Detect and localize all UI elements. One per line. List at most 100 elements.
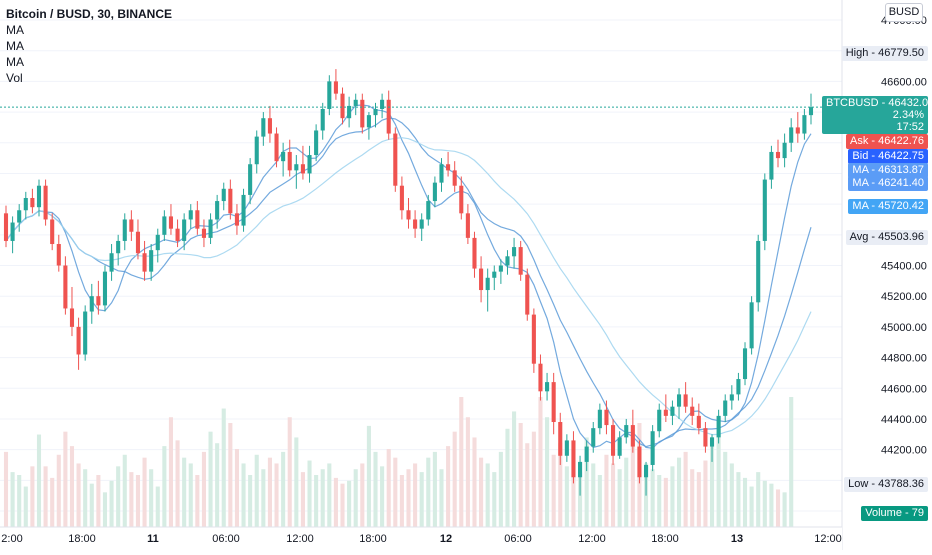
ma3-price-label: MA - 45720.42 xyxy=(848,199,928,214)
price-tick-label: 45000.00 xyxy=(881,322,927,334)
volume-bar xyxy=(248,475,253,527)
volume-bar xyxy=(782,492,787,527)
indicator-ma-3[interactable]: MA xyxy=(6,55,24,69)
candle xyxy=(248,158,253,205)
candle-body xyxy=(756,240,761,303)
volume-bar xyxy=(366,425,371,527)
volume-bar xyxy=(512,411,517,527)
volume-bar xyxy=(564,466,569,527)
candle-body xyxy=(63,265,68,309)
last-price-label: BTCBUSD - 46432.06 2.34% 17:52 xyxy=(822,96,932,134)
volume-bar xyxy=(452,431,457,527)
volume-bar xyxy=(696,472,701,527)
volume-bars xyxy=(3,397,794,527)
indicator-volume[interactable]: Vol xyxy=(6,71,23,85)
time-tick-label: 06:00 xyxy=(504,533,532,545)
indicator-ma-1[interactable]: MA xyxy=(6,23,24,37)
candle xyxy=(749,296,754,355)
volume-bar xyxy=(670,466,675,527)
ma2-price-label: MA - 46241.40 xyxy=(848,176,928,191)
volume-bar xyxy=(241,463,246,527)
avg-price-label: Avg - 45503.96 xyxy=(845,230,928,245)
candle-body xyxy=(709,437,715,447)
candle-body xyxy=(663,409,668,416)
candle xyxy=(135,219,141,260)
candle xyxy=(670,400,675,426)
candle-body xyxy=(446,164,451,171)
candle xyxy=(459,176,464,220)
volume-bar xyxy=(479,457,484,527)
candle-body xyxy=(789,127,794,143)
volume-bar xyxy=(102,492,108,527)
ma-slow-line xyxy=(5,137,812,436)
candle-body xyxy=(769,151,774,180)
candle xyxy=(663,394,668,423)
currency-button[interactable]: BUSD xyxy=(885,3,923,22)
volume-bar xyxy=(69,446,75,527)
candle-body xyxy=(129,219,134,232)
volume-bar xyxy=(538,397,543,527)
volume-bar xyxy=(50,477,55,527)
candle-body xyxy=(505,256,510,266)
candle xyxy=(36,179,42,217)
volume-bar xyxy=(406,469,411,527)
candle xyxy=(333,69,338,100)
volume-bar xyxy=(188,463,193,527)
volume-bar xyxy=(23,486,28,527)
candle-body xyxy=(122,219,127,241)
volume-bar xyxy=(769,483,774,527)
candle xyxy=(485,268,490,312)
time-tick-label: 06:00 xyxy=(212,533,240,545)
indicator-ma-2[interactable]: MA xyxy=(6,39,24,53)
candle xyxy=(195,201,200,235)
candle-body xyxy=(221,188,226,202)
candle xyxy=(426,194,431,226)
candle-body xyxy=(340,93,345,119)
time-tick-label: 2:00 xyxy=(1,533,22,545)
bid-label: Bid xyxy=(852,150,869,162)
candle xyxy=(419,213,424,241)
candle xyxy=(742,342,748,386)
volume-bar xyxy=(162,446,167,527)
candle-body xyxy=(683,394,688,407)
ma-fast-line xyxy=(5,104,812,449)
candle-body xyxy=(558,422,563,456)
candle xyxy=(775,139,781,168)
price-axis[interactable]: 47000.0046800.0046600.0046400.0046200.00… xyxy=(841,0,932,550)
time-tick-label: 12:00 xyxy=(814,533,842,545)
candle xyxy=(465,204,470,245)
volume-bar xyxy=(413,463,418,527)
ma1-value: 46313.87 xyxy=(878,164,924,176)
volume-bar xyxy=(109,480,114,527)
volume-bar xyxy=(703,460,708,527)
volume-bar xyxy=(439,469,444,527)
symbol-title[interactable]: Bitcoin / BUSD, 30, BINANCE xyxy=(6,7,173,21)
candle xyxy=(294,155,299,189)
volume-bar xyxy=(624,457,629,527)
grid xyxy=(0,19,842,512)
candle-body xyxy=(254,136,259,165)
volume-bar xyxy=(571,449,576,527)
candle-body xyxy=(432,182,437,202)
candle-body xyxy=(465,213,470,238)
candle xyxy=(380,93,385,119)
candle-body xyxy=(307,155,312,174)
candle xyxy=(406,197,411,229)
volume-bar xyxy=(373,451,378,527)
volume-bar xyxy=(294,437,299,527)
candle xyxy=(50,213,55,251)
volume-bar xyxy=(333,477,338,527)
candle-body xyxy=(630,425,635,447)
volume-bar xyxy=(380,466,385,527)
volume-bar xyxy=(175,440,180,527)
time-axis[interactable]: 2:00 18:00 11 06:00 12:00 18:00 12 06:00 12:00 18… xyxy=(0,526,842,550)
volume-bar xyxy=(17,475,22,527)
candle-body xyxy=(637,446,642,478)
candle xyxy=(215,194,220,229)
candle-body xyxy=(690,406,695,416)
volume-bar xyxy=(267,457,272,527)
volume-bar xyxy=(149,469,154,527)
volume-bar xyxy=(116,466,121,527)
